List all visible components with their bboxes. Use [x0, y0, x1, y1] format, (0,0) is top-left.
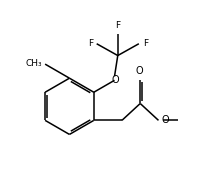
Text: CH₃: CH₃ [25, 59, 42, 68]
Text: F: F [115, 21, 120, 30]
Text: F: F [88, 39, 93, 48]
Text: O: O [136, 66, 144, 76]
Text: O: O [161, 115, 169, 125]
Text: O: O [112, 75, 119, 85]
Text: F: F [143, 39, 148, 48]
